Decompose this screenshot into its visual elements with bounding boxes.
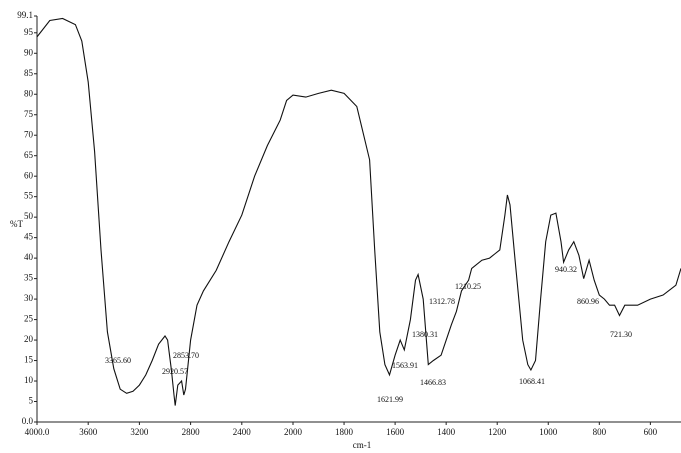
y-tick-label: 80	[24, 88, 34, 98]
x-tick-label: 1200	[488, 427, 507, 437]
spectrum-line	[36, 17, 681, 406]
peak-label: 3365.60	[105, 356, 131, 365]
y-tick-label: 35	[24, 273, 34, 283]
y-tick-label: 50	[24, 211, 34, 221]
peak-label: 940.32	[555, 265, 577, 274]
y-tick-label: 15	[24, 355, 34, 365]
x-tick-label: 2800	[182, 427, 201, 437]
y-tick-label: 65	[24, 150, 34, 160]
y-tick-label: 5	[29, 396, 34, 406]
y-tick-label: 85	[24, 68, 34, 78]
y-tick-label: 90	[24, 47, 34, 57]
peak-label: 1210.25	[455, 282, 481, 291]
y-tick-label: 75	[24, 109, 34, 119]
x-tick-label: 1400	[437, 427, 456, 437]
y-tick-label: 60	[24, 170, 34, 180]
y-tick-label: 55	[24, 191, 34, 201]
y-axis-label: %T	[10, 219, 23, 229]
peak-label: 1068.41	[519, 377, 545, 386]
x-tick-label: 2400	[233, 427, 252, 437]
y-tick-label: 25	[24, 314, 34, 324]
peak-label: 2920.57	[162, 367, 188, 376]
x-tick-label: 1000	[539, 427, 558, 437]
peak-label: 1563.91	[392, 361, 418, 370]
x-tick-label: 800	[593, 427, 607, 437]
y-tick-label: 70	[24, 129, 34, 139]
y-tick-label: 95	[24, 27, 34, 37]
y-tick-label: 10	[24, 375, 34, 385]
peak-label: 1621.99	[377, 395, 403, 404]
peak-label: 860.96	[577, 297, 599, 306]
peak-label: 2853.70	[173, 351, 199, 360]
x-tick-label: 600	[644, 427, 658, 437]
peak-label: 1466.83	[420, 378, 446, 387]
x-tick-label: 3200	[130, 427, 149, 437]
peak-label: 1312.78	[429, 297, 455, 306]
x-tick-label: 2000	[284, 427, 303, 437]
y-tick-label: 40	[24, 252, 34, 262]
y-tick-label: 30	[24, 293, 34, 303]
x-axis-label: cm-1	[353, 440, 372, 450]
peak-label: 721.30	[610, 330, 632, 339]
y-tick-label: 99.1	[17, 10, 33, 20]
y-tick-label: 20	[24, 334, 34, 344]
x-tick-label: 4000.0	[25, 427, 50, 437]
y-tick-label: 0.0	[22, 416, 34, 426]
peak-label: 1380.31	[412, 330, 438, 339]
x-tick-label: 1800	[335, 427, 354, 437]
x-tick-label: 1600	[386, 427, 405, 437]
x-tick-label: 3600	[79, 427, 98, 437]
y-tick-label: 45	[24, 232, 34, 242]
